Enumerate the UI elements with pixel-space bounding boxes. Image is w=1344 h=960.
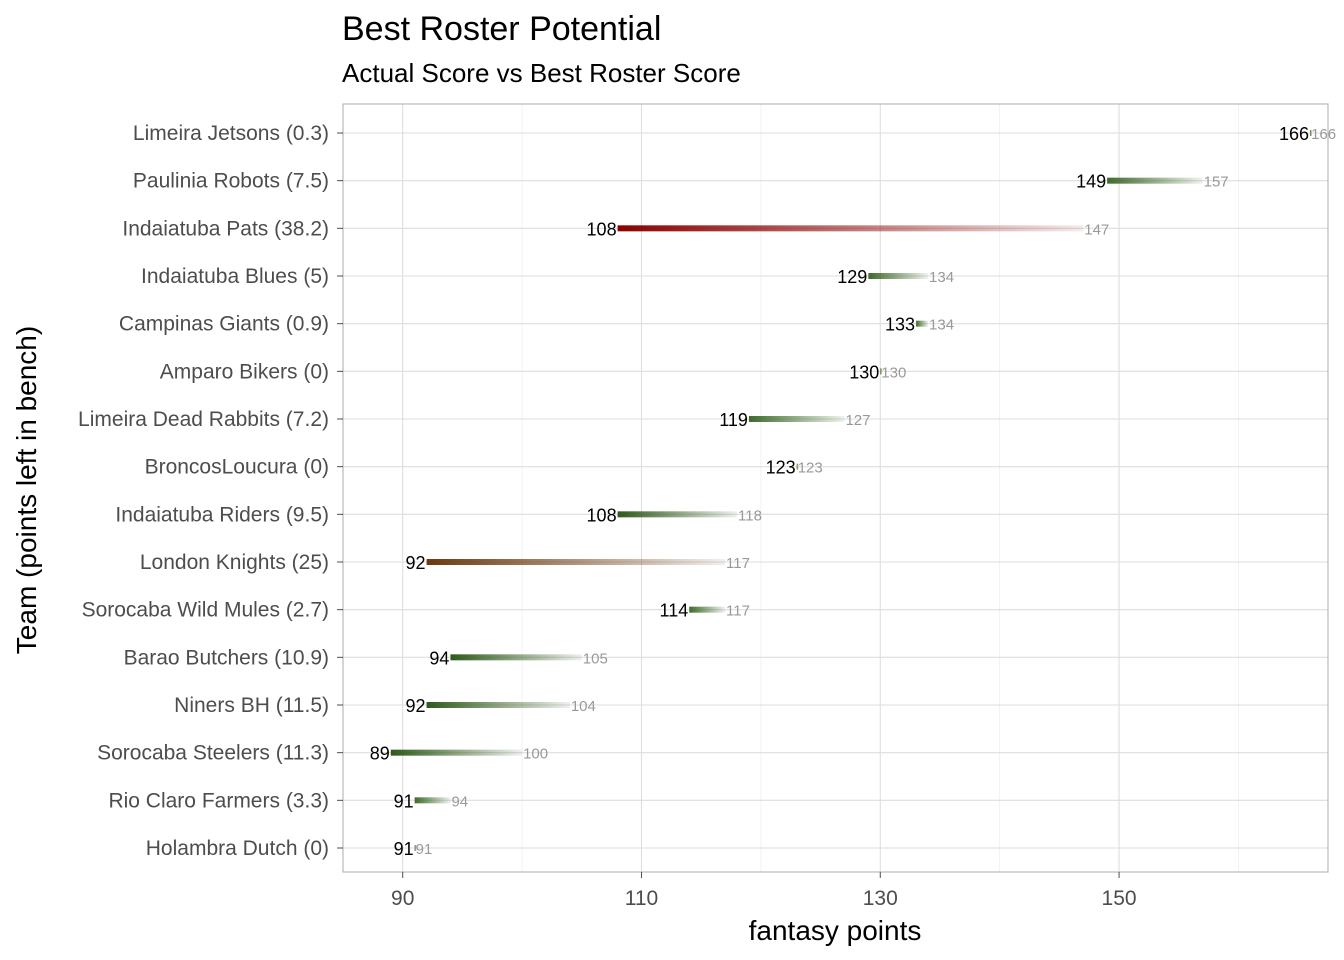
range-bar [880, 368, 883, 375]
actual-score-label: 114 [660, 601, 689, 621]
range-bar [426, 559, 726, 565]
best-score-label: 157 [1204, 174, 1229, 191]
actual-score-label: 129 [837, 267, 867, 287]
range-bar [426, 702, 570, 708]
actual-score-label: 133 [885, 315, 915, 335]
chart-title: Best Roster Potential [342, 10, 661, 48]
actual-score-label: 92 [406, 553, 426, 573]
y-tick-label: Indaiatuba Blues (5) [141, 265, 329, 288]
y-tick-label: Sorocaba Steelers (11.3) [97, 742, 329, 765]
actual-score-label: 130 [849, 362, 879, 382]
y-tick-label: Holambra Dutch (0) [146, 837, 329, 860]
x-tick-label: 90 [391, 887, 414, 910]
actual-score-label: 123 [766, 458, 796, 478]
range-bar [796, 463, 799, 470]
best-score-label: 105 [583, 650, 608, 667]
actual-score-label: 108 [587, 505, 617, 525]
range-bar [689, 606, 726, 613]
range-bar [450, 654, 582, 661]
range-bars [390, 130, 1313, 851]
best-score-label: 118 [738, 507, 762, 524]
actual-score-label: 92 [406, 696, 426, 716]
y-tick-label: Niners BH (11.5) [174, 694, 329, 717]
plot-panel [342, 103, 1329, 873]
actual-score-label: 91 [394, 791, 414, 811]
actual-score-label: 149 [1076, 172, 1106, 192]
actual-score-label: 89 [370, 744, 390, 764]
range-bar [617, 225, 1084, 232]
actual-score-label: 91 [394, 839, 414, 859]
best-score-label: 104 [571, 698, 596, 715]
range-bar [414, 845, 417, 851]
best-score-label: 123 [798, 460, 823, 477]
range-bar [1107, 177, 1203, 184]
y-tick-label: Paulinia Robots (7.5) [133, 170, 329, 193]
y-tick-label: Limeira Jetsons (0.3) [133, 122, 329, 145]
actual-score-label: 166 [1279, 124, 1309, 144]
y-tick-label: Barao Butchers (10.9) [124, 646, 329, 669]
chart-subtitle: Actual Score vs Best Roster Score [342, 58, 741, 88]
best-score-label: 91 [416, 841, 433, 858]
range-bar [748, 416, 845, 422]
y-tick-label: Rio Claro Farmers (3.3) [108, 789, 329, 812]
y-tick-label: Indaiatuba Pats (38.2) [122, 217, 329, 240]
best-score-label: 166 [1311, 126, 1336, 143]
y-tick-label: Limeira Dead Rabbits (7.2) [78, 408, 329, 431]
x-tick-label: 110 [625, 887, 658, 910]
y-axis: Limeira Jetsons (0.3) Paulinia Robots (7.… [78, 122, 343, 860]
x-axis: 90 110 130 150 [391, 872, 1137, 910]
best-score-label: 94 [451, 793, 468, 810]
value-labels: 166 166 149 157 108 147 129 134 133 134 130 130 119 1… [370, 124, 1336, 859]
y-tick-label: Campinas Giants (0.9) [119, 313, 329, 336]
best-score-label: 130 [881, 364, 906, 381]
y-tick-label: BroncosLoucura (0) [145, 456, 329, 479]
actual-score-label: 119 [719, 410, 748, 430]
best-score-label: 100 [523, 746, 548, 763]
range-bar [868, 273, 929, 279]
best-score-label: 147 [1084, 221, 1109, 238]
range-bar [1310, 130, 1313, 136]
best-score-label: 127 [845, 412, 870, 429]
y-tick-label: Sorocaba Wild Mules (2.7) [82, 599, 329, 622]
best-score-label: 134 [929, 269, 954, 286]
range-bar [916, 320, 929, 327]
y-tick-label: Amparo Bikers (0) [160, 360, 329, 383]
actual-score-label: 108 [587, 219, 617, 239]
actual-score-label: 94 [429, 648, 449, 668]
best-score-label: 117 [726, 555, 750, 572]
x-axis-title: fantasy points [749, 915, 922, 946]
y-tick-label: London Knights (25) [140, 551, 329, 574]
range-bar [390, 749, 523, 756]
range-bar [617, 511, 737, 518]
best-score-label: 134 [929, 317, 954, 334]
best-score-label: 117 [726, 603, 750, 620]
y-axis-title: Team (points left in bench) [11, 326, 42, 654]
x-tick-label: 150 [1102, 887, 1137, 910]
y-tick-label: Indaiatuba Riders (9.5) [115, 503, 329, 526]
range-bar [414, 797, 451, 804]
x-tick-label: 130 [863, 887, 898, 910]
grid-lines [343, 104, 1328, 872]
